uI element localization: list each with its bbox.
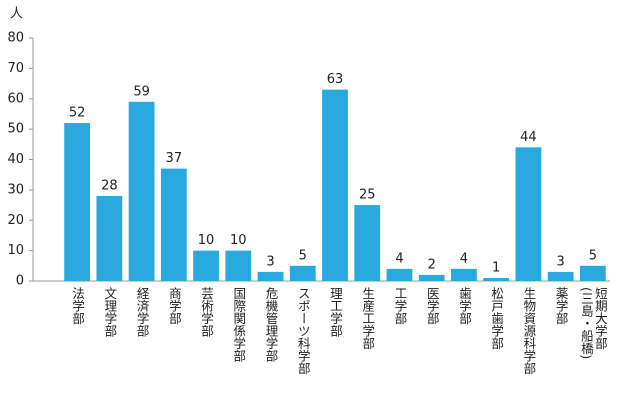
value-label: 4 <box>460 251 468 266</box>
value-label: 10 <box>198 233 215 248</box>
bar <box>579 265 606 281</box>
x-tick-label: 生物資源科学部 <box>521 287 537 375</box>
x-tick-label: 商学部 <box>166 287 182 325</box>
value-label: 28 <box>101 178 118 193</box>
value-label: 5 <box>299 248 307 263</box>
value-label: 4 <box>395 251 403 266</box>
bar <box>386 268 413 281</box>
bar <box>515 147 542 281</box>
value-label: 37 <box>166 151 183 166</box>
bar <box>483 277 510 281</box>
bar <box>289 265 316 281</box>
x-tick-label: 法学部 <box>70 287 86 325</box>
x-tick-label: 工学部 <box>392 287 408 325</box>
bar <box>193 250 219 281</box>
value-label: 25 <box>359 188 376 203</box>
bar <box>547 271 574 281</box>
value-label: 5 <box>589 248 597 263</box>
y-tick-label: 10 <box>7 243 24 258</box>
x-tick-label: 経済学部 <box>134 287 150 337</box>
value-label: 3 <box>557 254 565 269</box>
value-label: 2 <box>428 257 436 272</box>
x-tick-label: 危機管理学部 <box>263 287 279 362</box>
value-label: 63 <box>327 72 344 87</box>
y-tick-label: 30 <box>7 182 24 197</box>
y-tick-label: 0 <box>16 274 24 289</box>
x-tick-label: スポーツ科学部 <box>295 287 311 375</box>
bar <box>128 101 155 281</box>
y-axis-label: 人 <box>10 7 23 22</box>
bar <box>451 268 477 281</box>
x-tick-label: 短期大学部 (三島・船橋) <box>578 287 608 360</box>
bar <box>354 205 381 281</box>
bar <box>225 250 252 281</box>
x-tick-label: 松戸歯学部 <box>489 287 505 350</box>
value-label: 10 <box>230 233 247 248</box>
bar <box>322 89 348 281</box>
value-label: 3 <box>266 254 274 269</box>
y-tick-label: 60 <box>7 91 24 106</box>
value-label: 44 <box>520 130 537 145</box>
value-label: 59 <box>133 84 150 99</box>
x-tick-label: 歯学部 <box>456 287 472 325</box>
x-tick-label: 文理学部 <box>102 287 118 337</box>
bar <box>418 274 445 281</box>
y-tick-label: 50 <box>7 122 24 137</box>
value-label: 1 <box>492 260 500 275</box>
y-tick-label: 20 <box>7 213 24 228</box>
bar <box>64 123 91 281</box>
y-tick-label: 40 <box>7 152 24 167</box>
y-tick-label: 80 <box>7 31 24 46</box>
x-tick-label: 薬学部 <box>553 287 569 325</box>
bar <box>160 168 187 281</box>
bar <box>96 195 123 281</box>
y-tick-label: 70 <box>7 61 24 76</box>
x-tick-label: 理工学部 <box>328 287 343 337</box>
x-tick-label: 国際関係学部 <box>231 287 247 362</box>
bar <box>257 271 284 281</box>
value-label: 52 <box>69 106 86 121</box>
x-tick-label: 医学部 <box>424 287 440 325</box>
x-tick-label: 芸術学部 <box>199 287 215 337</box>
x-tick-label: 生産工学部 <box>360 287 376 350</box>
